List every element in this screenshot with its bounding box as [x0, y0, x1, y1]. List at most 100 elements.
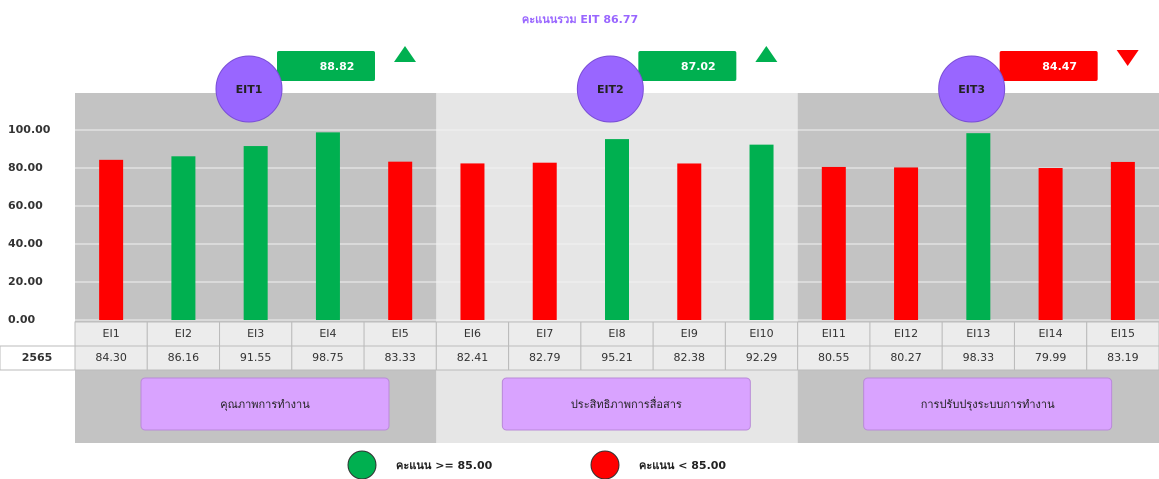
value-label: 83.33	[384, 351, 416, 364]
value-label: 98.75	[312, 351, 344, 364]
value-cell	[1013, 345, 1088, 371]
x-tick-label: EI5	[392, 327, 409, 340]
category-cell	[219, 321, 293, 347]
legend-swatch	[590, 450, 620, 479]
y-tick-label: 100.00	[8, 123, 51, 136]
x-tick-label: EI7	[536, 327, 553, 340]
group-circle	[215, 55, 283, 123]
x-tick-label: EI10	[749, 327, 773, 340]
category-cell	[1013, 321, 1088, 347]
value-cell	[724, 345, 799, 371]
trend-up	[394, 46, 416, 62]
trend-up	[755, 46, 778, 62]
bar	[171, 156, 196, 320]
score: 88.82	[320, 60, 355, 73]
score-badge	[999, 51, 1098, 81]
category-cell	[146, 321, 221, 347]
bar	[677, 163, 702, 320]
value-cell	[74, 345, 148, 371]
category-cell	[941, 321, 1015, 347]
score: 84.47	[1042, 60, 1077, 73]
value-cell	[219, 345, 293, 371]
title: คะแนนรวม EIT 86.77	[522, 13, 638, 26]
group-label: ประสิทธิภาพการสื่อสาร	[571, 396, 682, 411]
x-tick-label: EI3	[247, 327, 264, 340]
group-name: EIT2	[597, 83, 624, 96]
group-button	[140, 377, 390, 431]
group-circle	[576, 55, 644, 123]
value-label: 79.99	[1035, 351, 1067, 364]
value-label: 80.55	[818, 351, 850, 364]
bar	[460, 163, 485, 320]
x-tick-label: EI2	[175, 327, 192, 340]
value-label: 95.21	[601, 351, 633, 364]
category-cell	[291, 321, 365, 347]
group-label: การปรับปรุงระบบการทำงาน	[921, 398, 1055, 411]
bar	[1110, 161, 1135, 320]
legend-swatch	[347, 450, 377, 479]
value-cell	[291, 345, 365, 371]
value-cell	[363, 345, 437, 371]
value-label: 92.29	[746, 351, 778, 364]
y-tick-label: 40.00	[8, 237, 43, 250]
bar	[894, 167, 919, 320]
bar	[821, 166, 846, 320]
category-cell	[363, 321, 437, 347]
x-tick-label: EI14	[1038, 327, 1062, 340]
score: 87.02	[681, 60, 716, 73]
y-tick-label: 20.00	[8, 275, 43, 288]
group-name: EIT1	[236, 83, 263, 96]
legend-label: คะแนน < 85.00	[639, 459, 726, 472]
x-tick-label: EI9	[681, 327, 698, 340]
bar	[749, 144, 774, 320]
value-label: 91.55	[240, 351, 272, 364]
category-cell	[797, 321, 871, 347]
bar	[388, 161, 413, 320]
legend-label: คะแนน >= 85.00	[396, 459, 493, 472]
value-label: 82.41	[457, 351, 489, 364]
value-label: 82.38	[674, 351, 706, 364]
x-tick-label: EI6	[464, 327, 481, 340]
category-cell	[869, 321, 943, 347]
group-label: คุณภาพการทำงาน	[220, 398, 310, 411]
y-tick-label: 80.00	[8, 161, 43, 174]
category-cell	[580, 321, 654, 347]
bar	[99, 159, 124, 320]
group-circle	[938, 55, 1006, 123]
x-tick-label: EI4	[319, 327, 336, 340]
bar	[1038, 168, 1063, 320]
bar	[532, 162, 557, 320]
category-cell	[1086, 321, 1159, 347]
value-label: 86.16	[168, 351, 200, 364]
x-tick-label: EI12	[894, 327, 918, 340]
value-label: 83.19	[1107, 351, 1139, 364]
value-label: 80.27	[890, 351, 922, 364]
bar	[315, 132, 340, 320]
value-cell	[146, 345, 221, 371]
value-label: 84.30	[95, 351, 127, 364]
value-label: 98.33	[963, 351, 995, 364]
x-tick-label: EI1	[103, 327, 120, 340]
x-tick-label: EI11	[822, 327, 846, 340]
bar	[243, 146, 268, 320]
x-tick-label: EI15	[1111, 327, 1135, 340]
bar	[966, 133, 991, 320]
score-badge	[638, 51, 737, 81]
value-cell	[941, 345, 1015, 371]
y-tick-label: 60.00	[8, 199, 43, 212]
value-cell	[869, 345, 943, 371]
group-name: EIT3	[958, 83, 985, 96]
value-label: 82.79	[529, 351, 561, 364]
group-button	[863, 377, 1113, 431]
category-cell	[435, 321, 510, 347]
score-badge	[277, 51, 375, 81]
trend-down	[1116, 50, 1139, 66]
row-label: 2565	[22, 351, 53, 364]
value-cell	[508, 345, 582, 371]
x-tick-label: EI13	[966, 327, 990, 340]
value-cell	[1086, 345, 1159, 371]
y-tick-label: 0.00	[8, 313, 35, 326]
x-tick-label: EI8	[608, 327, 625, 340]
bar	[605, 139, 629, 320]
